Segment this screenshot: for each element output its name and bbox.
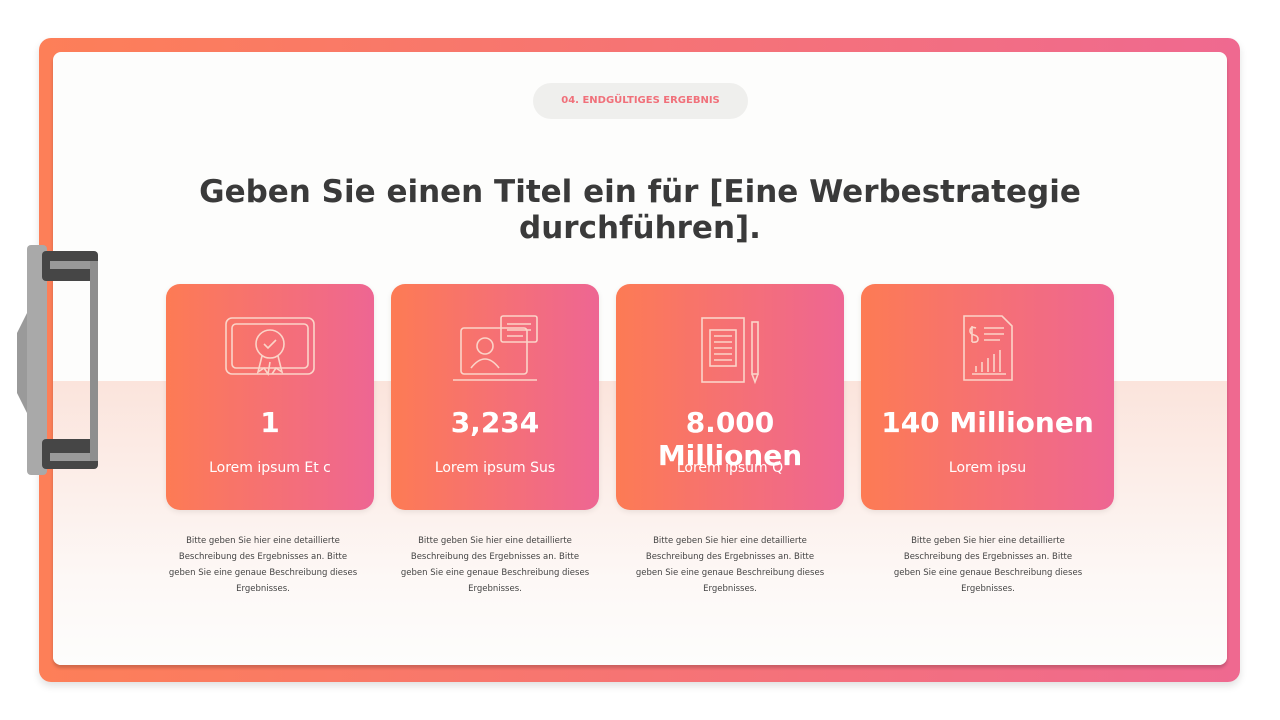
card-value: 140 Millionen [881,406,1094,439]
card-description: Bitte geben Sie hier eine detaillierte B… [635,536,825,594]
card [166,284,374,510]
card-description: Bitte geben Sie hier eine detaillierte B… [168,536,358,594]
card-label: Lorem ipsum Et c [209,460,331,476]
card-value: 3,234 [450,406,540,439]
card-description: Bitte geben Sie hier eine detaillierte B… [893,536,1083,594]
card [391,284,599,510]
card-value: 1 [260,406,280,439]
card-label: Lorem ipsu [948,460,1027,476]
card-description: Bitte geben Sie hier eine detaillierte B… [400,536,590,594]
card-value: 8.000 Millionen [657,406,803,472]
card [861,284,1114,510]
icon [962,315,1013,381]
icon [453,315,538,381]
clip [17,245,98,475]
card-label: Lorem ipsum Sus [434,460,556,476]
icon [701,317,759,385]
badge: 04. ENDGÜLTIGES ERGEBNIS [533,83,748,119]
card-label: Lorem ipsum Q [676,460,784,476]
title: Geben Sie einen Titel ein für [Eine Werb… [199,174,1081,246]
icon [225,317,315,377]
card [616,284,844,510]
